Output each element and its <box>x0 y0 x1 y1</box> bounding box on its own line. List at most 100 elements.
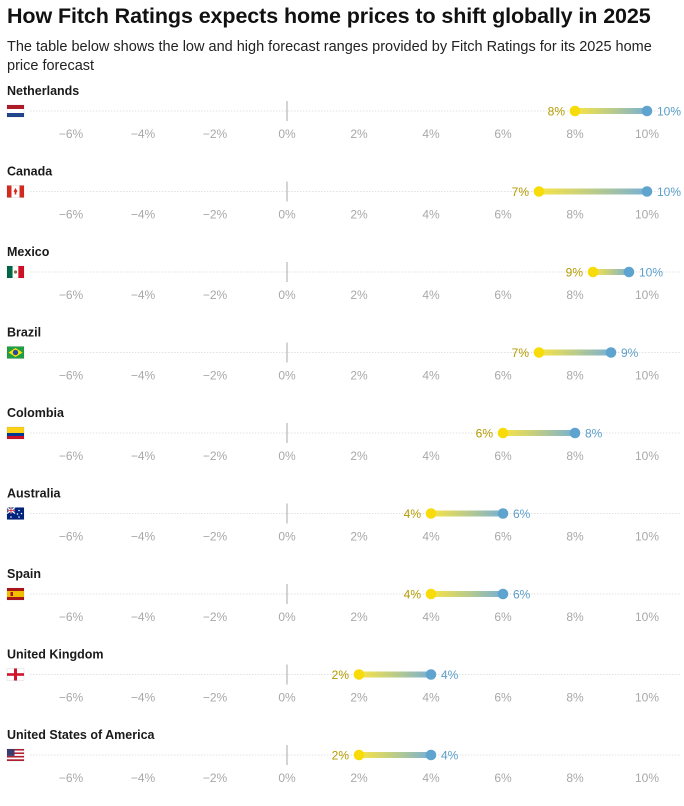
country-name: United States of America <box>7 728 156 742</box>
tick-label: 6% <box>494 208 512 222</box>
chart-subtitle: The table below shows the low and high f… <box>7 39 652 74</box>
low-point <box>533 186 545 197</box>
tick-label: −2% <box>203 530 228 544</box>
tick-label: 6% <box>494 288 512 302</box>
high-point <box>425 669 437 680</box>
tick-label: 4% <box>422 208 440 222</box>
country-row: Canada −6% −4% −2% 0% 2% 4% 6% 8% 10% 7% 10% <box>6 165 681 222</box>
tick-label: 10% <box>635 449 659 463</box>
high-value-label: 6% <box>513 507 531 521</box>
tick-label: 10% <box>635 369 659 383</box>
tick-label: 6% <box>494 610 512 624</box>
high-point <box>425 749 437 761</box>
tick-label: −4% <box>131 610 156 624</box>
tick-label: 8% <box>566 610 584 624</box>
tick-label: −4% <box>131 288 156 302</box>
tick-label: −2% <box>203 449 228 463</box>
tick-label: −4% <box>131 127 156 141</box>
tick-label: 2% <box>350 449 368 463</box>
low-point <box>569 105 581 117</box>
brazil-flag-icon <box>6 346 25 359</box>
tick-label: −4% <box>131 369 156 383</box>
tick-label: 6% <box>494 691 512 705</box>
high-point <box>641 105 653 117</box>
tick-label: 8% <box>566 369 584 383</box>
country-name: Colombia <box>7 406 65 420</box>
country-row: Netherlands −6% −4% −2% 0% 2% 4% 6% 8% 10% 8% 10% <box>6 84 681 141</box>
tick-label: 8% <box>566 449 584 463</box>
tick-label: −2% <box>203 771 228 785</box>
tick-label: 6% <box>494 530 512 544</box>
high-value-label: 6% <box>513 588 531 602</box>
tick-label: 0% <box>278 369 296 383</box>
tick-label: −4% <box>131 208 156 222</box>
tick-label: 2% <box>350 771 368 785</box>
tick-label: 10% <box>635 208 659 222</box>
tick-label: 4% <box>422 449 440 463</box>
tick-label: 4% <box>422 610 440 624</box>
high-value-label: 10% <box>657 105 681 119</box>
tick-label: 8% <box>566 691 584 705</box>
tick-label: 2% <box>350 610 368 624</box>
tick-label: 10% <box>635 691 659 705</box>
tick-label: 0% <box>278 288 296 302</box>
country-name: Spain <box>7 567 41 581</box>
tick-label: −6% <box>59 530 84 544</box>
tick-label: 8% <box>566 127 584 141</box>
low-value-label: 2% <box>332 668 350 682</box>
tick-label: 0% <box>278 771 296 785</box>
canada-flag-icon <box>6 185 25 198</box>
tick-label: −4% <box>131 449 156 463</box>
tick-label: 2% <box>350 369 368 383</box>
country-row: United States of America −6% −4% −2% 0% 2% 4% 6… <box>6 728 680 785</box>
low-point <box>425 508 437 519</box>
low-value-label: 7% <box>512 346 530 360</box>
high-point <box>569 427 581 439</box>
tick-label: 8% <box>566 208 584 222</box>
tick-label: 4% <box>422 127 440 141</box>
tick-label: −4% <box>131 771 156 785</box>
tick-label: −4% <box>131 691 156 705</box>
low-point <box>353 749 365 761</box>
tick-label: 4% <box>422 691 440 705</box>
country-row: Spain −6% −4% −2% 0% 2% 4% 6% 8% 10% 4% 6% <box>6 567 680 624</box>
tick-label: 0% <box>278 610 296 624</box>
tick-label: −2% <box>203 691 228 705</box>
spain-flag-icon <box>6 587 25 601</box>
tick-label: 0% <box>278 208 296 222</box>
country-name: United Kingdom <box>7 648 104 662</box>
mexico-flag-icon <box>6 265 25 279</box>
low-value-label: 7% <box>512 185 530 199</box>
usa-flag-icon <box>6 748 25 762</box>
tick-label: 0% <box>278 449 296 463</box>
country-name: Netherlands <box>7 84 79 98</box>
country-name: Australia <box>7 487 62 501</box>
tick-label: 4% <box>422 530 440 544</box>
low-value-label: 4% <box>404 507 422 521</box>
tick-label: −6% <box>59 208 84 222</box>
high-value-label: 8% <box>585 427 603 441</box>
high-value-label: 4% <box>441 749 459 763</box>
low-point <box>587 266 599 278</box>
country-row: Brazil −6% −4% −2% 0% 2% 4% 6% 8% 10% 7% 9% <box>6 326 680 383</box>
tick-label: 0% <box>278 127 296 141</box>
tick-label: −6% <box>59 771 84 785</box>
tick-label: 10% <box>635 771 659 785</box>
tick-label: 8% <box>566 771 584 785</box>
country-row: United Kingdom −6% −4% −2% 0% 2% 4% 6% 8% 10% 2% 4% <box>6 648 680 705</box>
tick-label: 6% <box>494 369 512 383</box>
low-point <box>353 669 365 680</box>
tick-label: 2% <box>350 691 368 705</box>
tick-label: 10% <box>635 530 659 544</box>
country-row: Mexico −6% −4% −2% 0% 2% 4% 6% 8% 10% 9% 10% <box>6 245 680 302</box>
high-value-label: 4% <box>441 668 459 682</box>
tick-label: −6% <box>59 691 84 705</box>
tick-label: 2% <box>350 127 368 141</box>
tick-label: 6% <box>494 771 512 785</box>
tick-label: 8% <box>566 530 584 544</box>
tick-label: 4% <box>422 369 440 383</box>
australia-flag-icon <box>6 507 25 520</box>
tick-label: 10% <box>635 127 659 141</box>
high-value-label: 10% <box>657 185 681 199</box>
high-point <box>641 186 653 197</box>
